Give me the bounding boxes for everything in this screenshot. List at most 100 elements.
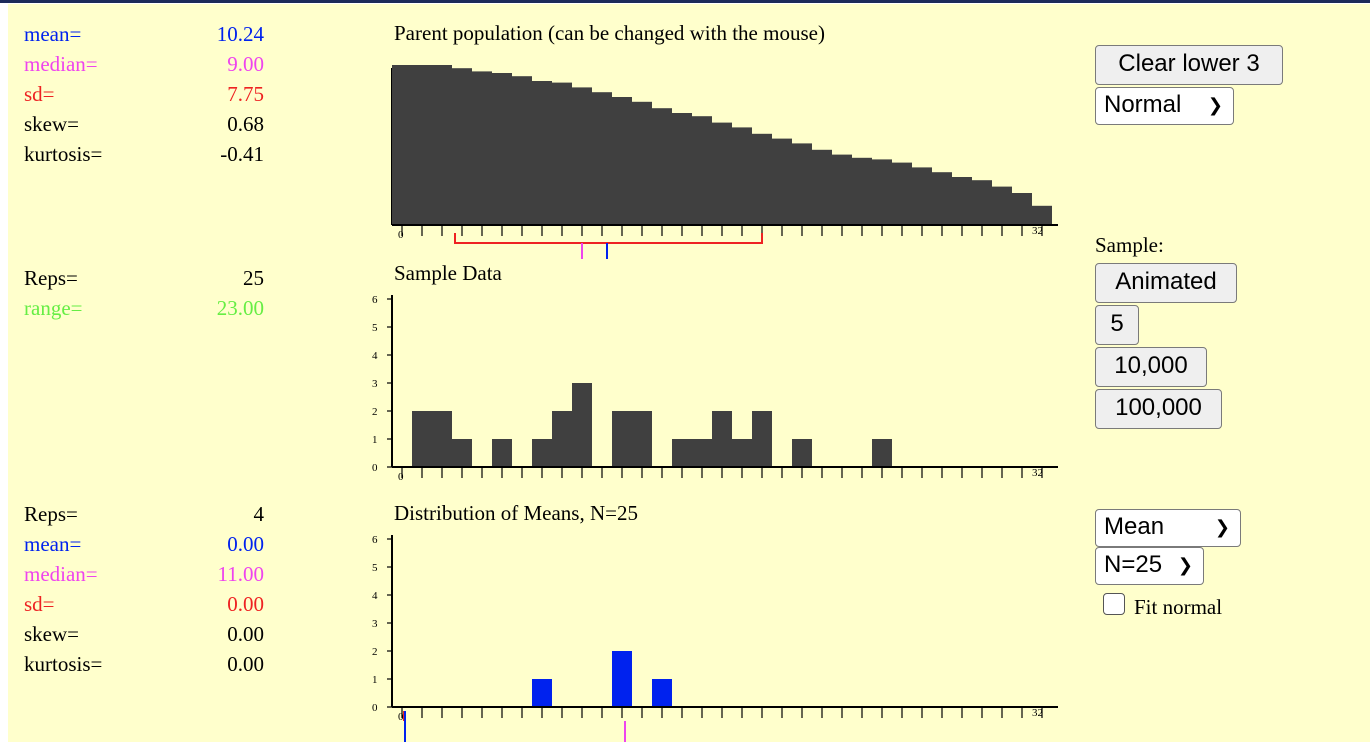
count-bar [412,411,432,467]
stat-value: 0.00 [227,652,264,676]
stat-value: 10.24 [216,22,264,46]
stat-value: 23.00 [216,296,264,320]
count-bar [532,679,552,707]
y-tick-label: 4 [372,350,378,362]
stat-label: kurtosis= [24,142,103,166]
y-tick-label: 6 [372,294,378,306]
stat-label: mean= [24,532,82,556]
stat-label: Reps= [24,266,78,290]
statistic-select-value: Mean [1104,513,1165,540]
x-tick-label: 0 [398,711,404,723]
count-bar [872,439,892,467]
stat-value: 0.00 [227,592,264,616]
parent-bar [872,159,892,225]
stat-label: Reps= [24,502,78,526]
animated-button[interactable]: Animated [1095,263,1237,303]
parent-bar [772,138,792,225]
x-tick-label: 32 [1032,467,1043,479]
stat-value: 9.00 [227,52,264,76]
count-bar [672,439,692,467]
x-tick-label: 32 [1032,707,1043,719]
parent-bar [972,180,992,225]
count-bar [752,411,772,467]
parent-bar [632,101,652,225]
y-tick-label: 3 [372,378,378,390]
stat-value: 11.00 [217,562,264,586]
stat-value: 0.00 [227,622,264,646]
y-tick-label: 6 [372,534,378,546]
stat-label: sd= [24,82,55,106]
clear-lower-3-button[interactable]: Clear lower 3 [1095,45,1283,85]
count-bar [612,411,632,467]
stat-value: 0.00 [227,532,264,556]
y-tick-label: 5 [372,322,378,334]
y-tick-label: 4 [372,590,378,602]
count-bar [692,439,712,467]
parent-bar [572,87,592,226]
parent-chart-title: Parent population (can be changed with t… [394,21,825,45]
fit-normal-checkbox[interactable] [1103,593,1125,615]
stat-label: mean= [24,22,82,46]
parent-bar [1012,193,1032,225]
parent-bar [592,92,612,225]
chevron-down-icon: ❯ [1207,95,1223,115]
count-bar [452,439,472,467]
count-bar [492,439,512,467]
y-tick-label: 2 [372,646,378,658]
stat-label: skew= [24,112,80,136]
parent-bar [852,157,872,225]
sample-size-select-value: N=25 [1104,551,1163,578]
stat-value: -0.41 [220,142,264,166]
sample-size-select[interactable]: N=25 ❯ [1095,547,1204,585]
stat-label: range= [24,296,83,320]
parent-bar [1032,205,1052,225]
stat-value: 4 [253,502,265,526]
chevron-down-icon: ❯ [1214,517,1230,537]
sample-100000-button[interactable]: 100,000 [1095,389,1222,429]
parent-bar [712,122,732,225]
count-bar [572,383,592,467]
parent-bar [892,162,912,225]
parent-bar [612,97,632,225]
y-tick-label: 3 [372,618,378,630]
x-tick-label: 0 [398,471,404,483]
parent-bar [532,81,552,225]
distribution-select[interactable]: Normal ❯ [1095,87,1234,125]
parent-bar [672,113,692,225]
sample-label: Sample: [1095,233,1164,257]
parent-bar [432,65,452,225]
y-tick-label: 1 [372,434,378,446]
sample-10000-button[interactable]: 10,000 [1095,347,1207,387]
sample-chart-title: Sample Data [394,261,502,285]
parent-bar [932,172,952,225]
parent-bar [412,65,432,225]
count-bar [792,439,812,467]
sample-5-button[interactable]: 5 [1095,305,1139,345]
fit-normal-label: Fit normal [1134,595,1223,619]
parent-population-chart[interactable]: 0 32 [360,60,1080,260]
count-bar [632,411,652,467]
parent-bar [792,143,812,225]
y-tick-label: 2 [372,406,378,418]
count-bar [432,411,452,467]
stat-value: 7.75 [227,82,264,106]
statistic-select[interactable]: Mean ❯ [1095,509,1241,547]
parent-bar [952,177,972,225]
count-bar [532,439,552,467]
parent-bar [552,82,572,225]
means-distribution-chart: 0 1 2 3 4 5 6 0 32 [372,534,1058,742]
parent-bar [832,154,852,225]
parent-bar [752,133,772,225]
means-chart-title: Distribution of Means, N=25 [394,501,638,525]
sample-data-chart: 0 1 2 3 4 5 6 0 32 [372,294,1058,483]
parent-bar [652,108,672,225]
y-tick-label: 1 [372,674,378,686]
parent-bar [812,149,832,225]
stat-label: sd= [24,592,55,616]
parent-bar [512,76,532,225]
sd-range-marker [454,233,763,244]
parent-bar [692,116,712,225]
top-border [0,0,1370,3]
count-bar [652,679,672,707]
chevron-down-icon: ❯ [1177,555,1193,575]
